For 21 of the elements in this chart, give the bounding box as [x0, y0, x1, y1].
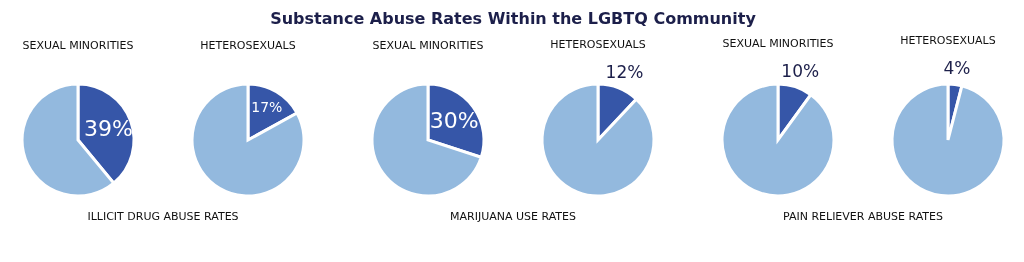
text: PAIN RELIEVER ABUSE RATES	[782, 210, 944, 223]
data-label: 10%	[781, 60, 820, 81]
text: MARIJUANA USE RATES	[450, 210, 576, 223]
pie-slice	[890, 82, 1006, 198]
pie-slice	[540, 82, 656, 198]
pie-slice	[720, 82, 836, 198]
chart-title: HETEROSEXUALS	[900, 33, 996, 47]
text: Substance Abuse Rates Within the LGBTQ Community	[270, 8, 757, 28]
chart-title: SEXUAL MINORITIES	[22, 39, 134, 52]
data-label: 17%	[251, 99, 283, 116]
pie-slice	[370, 82, 483, 198]
text: ILLICIT DRUG ABUSE RATES	[87, 210, 239, 223]
chart-title: HETEROSEXUALS	[200, 39, 296, 52]
chart-title: SEXUAL MINORITIES	[372, 39, 484, 52]
data-label: 12%	[605, 62, 644, 83]
data-label: 30%	[429, 107, 479, 133]
pie-slice	[190, 82, 306, 198]
data-label: 4%	[943, 57, 971, 78]
data-label: 39%	[84, 116, 134, 141]
chart-title: HETEROSEXUALS	[550, 38, 646, 52]
chart-title: SEXUAL MINORITIES	[722, 36, 834, 50]
